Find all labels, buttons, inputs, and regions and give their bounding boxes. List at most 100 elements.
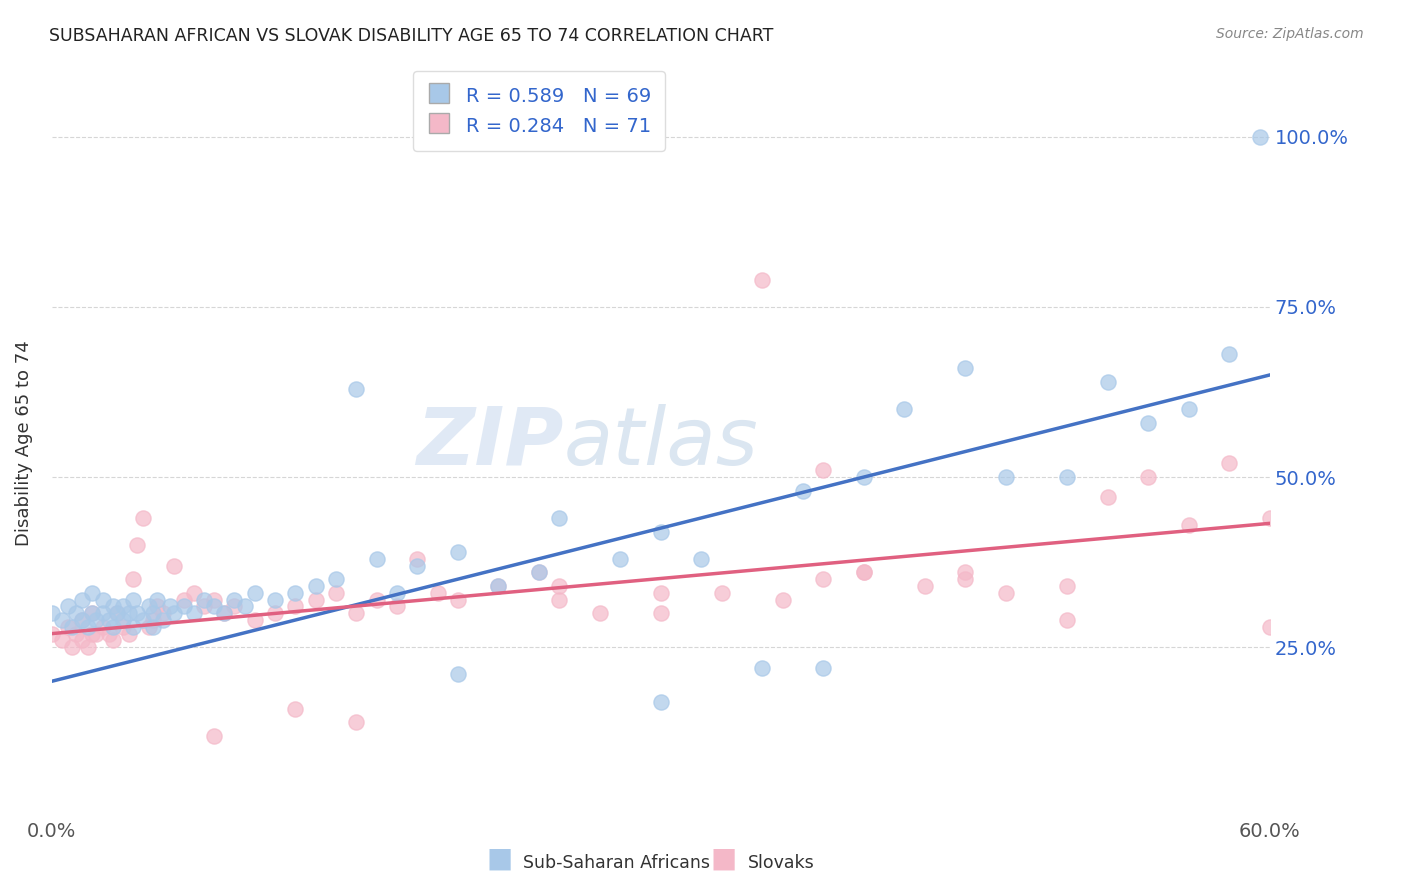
Point (202, 592, 225, 607)
Point (406, 558, 429, 573)
Point (751, 272, 773, 286)
Text: ■: ■ (711, 845, 737, 872)
Point (344, 715, 367, 730)
Point (214, 606, 236, 620)
Point (122, 572, 145, 586)
Point (1218, 347, 1240, 361)
Point (60, 620, 83, 634)
Point (105, 606, 128, 620)
Point (111, 620, 134, 634)
Point (1249, 129, 1271, 144)
Point (486, 579, 509, 593)
Point (101, 633, 124, 648)
Point (111, 599, 134, 614)
Point (118, 626, 141, 640)
Point (82, 626, 104, 640)
Point (118, 606, 141, 620)
Point (589, 606, 612, 620)
Point (366, 551, 388, 566)
Y-axis label: Disability Age 65 to 74: Disability Age 65 to 74 (15, 340, 32, 546)
Point (173, 599, 195, 614)
Point (1218, 457, 1240, 471)
Point (162, 606, 184, 620)
Point (173, 592, 195, 607)
Point (813, 572, 835, 586)
Point (152, 613, 174, 627)
Point (193, 592, 215, 607)
Point (202, 599, 225, 614)
Point (77, 640, 100, 655)
Point (914, 579, 936, 593)
Point (70, 633, 93, 648)
Point (366, 592, 388, 607)
Point (284, 586, 307, 600)
Point (1056, 613, 1078, 627)
Point (1177, 517, 1199, 532)
Point (142, 613, 165, 627)
Point (1056, 470, 1078, 484)
Point (70, 613, 93, 627)
Point (305, 592, 328, 607)
Point (122, 592, 145, 607)
Text: Slovaks: Slovaks (748, 855, 814, 872)
Point (447, 545, 470, 559)
Point (325, 572, 347, 586)
Point (146, 599, 169, 614)
Point (41, 606, 63, 620)
Point (650, 695, 672, 709)
Point (710, 586, 733, 600)
Point (91, 606, 114, 620)
Point (264, 592, 287, 607)
Point (385, 586, 408, 600)
Point (56, 620, 79, 634)
Point (56, 599, 79, 614)
Point (193, 599, 215, 614)
Point (264, 606, 287, 620)
Point (65, 626, 87, 640)
Point (138, 599, 160, 614)
Point (132, 613, 155, 627)
Point (77, 620, 100, 634)
Point (51, 613, 73, 627)
Point (138, 620, 160, 634)
Point (406, 551, 429, 566)
Point (852, 566, 875, 580)
Point (955, 566, 977, 580)
Point (527, 566, 550, 580)
Point (792, 483, 814, 498)
Point (1137, 470, 1160, 484)
Point (548, 579, 571, 593)
Point (813, 661, 835, 675)
Point (995, 470, 1018, 484)
Point (122, 620, 145, 634)
Point (344, 606, 367, 620)
Point (159, 599, 181, 614)
Point (893, 401, 915, 416)
Point (995, 586, 1018, 600)
Point (86, 613, 108, 627)
Legend: R = 0.589   N = 69, R = 0.284   N = 71: R = 0.589 N = 69, R = 0.284 N = 71 (413, 70, 665, 151)
Point (41, 626, 63, 640)
Point (162, 558, 184, 573)
Point (486, 579, 509, 593)
Point (82, 586, 104, 600)
Point (447, 667, 470, 681)
Point (111, 613, 134, 627)
Point (142, 606, 165, 620)
Point (1137, 416, 1160, 430)
Point (70, 592, 93, 607)
Point (1258, 511, 1281, 525)
Point (86, 626, 108, 640)
Point (305, 579, 328, 593)
Point (91, 592, 114, 607)
Point (650, 586, 672, 600)
Point (609, 551, 631, 566)
Point (325, 586, 347, 600)
Point (202, 729, 225, 743)
Point (183, 606, 205, 620)
Point (97, 613, 120, 627)
Point (1056, 579, 1078, 593)
Point (142, 620, 165, 634)
Point (70, 613, 93, 627)
Point (125, 606, 148, 620)
